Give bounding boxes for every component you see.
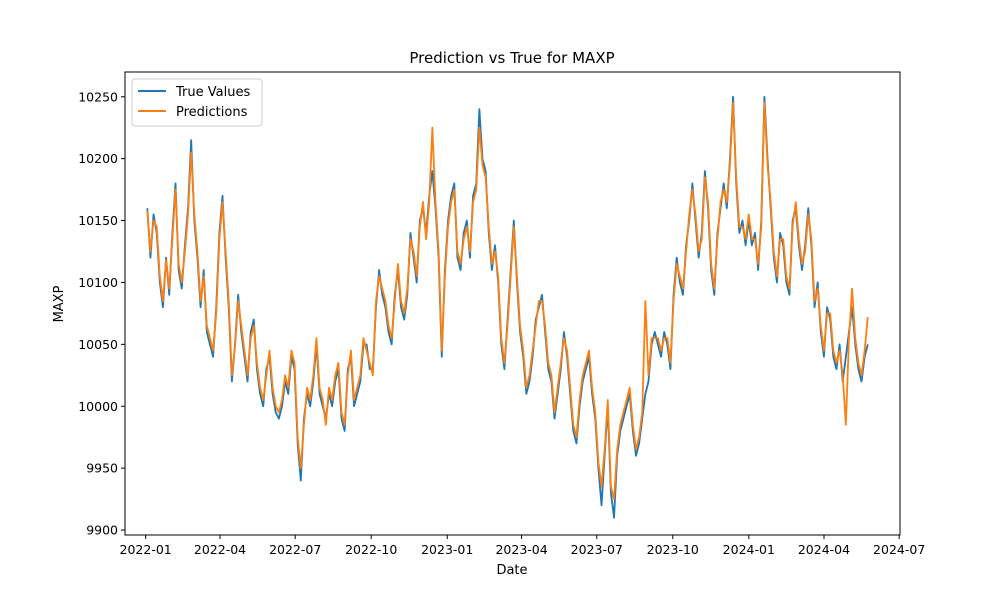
y-tick-label: 10100 (78, 275, 118, 290)
y-tick-label: 10000 (78, 399, 118, 414)
y-tick-label: 9950 (86, 461, 118, 476)
x-tick-label: 2024-04 (798, 542, 850, 557)
y-axis-title: MAXP (52, 285, 67, 322)
y-tick-label: 10050 (78, 337, 118, 352)
y-tick-label: 9900 (86, 523, 118, 538)
y-tick-label: 10250 (78, 89, 118, 104)
x-axis: 2022-01 2022-04 2022-07 2022-10 2023-01 2023-… (120, 535, 925, 557)
legend-label-predictions: Predictions (176, 105, 248, 120)
x-tick-label: 2023-04 (495, 542, 547, 557)
x-tick-label: 2022-01 (120, 542, 172, 557)
plot-frame (124, 71, 901, 536)
y-tick-label: 10200 (78, 151, 118, 166)
chart-title: Prediction vs True for MAXP (409, 49, 614, 67)
legend-label-true-values: True Values (175, 85, 250, 100)
x-tick-label: 2022-10 (345, 542, 397, 557)
x-tick-label: 2023-01 (421, 542, 473, 557)
x-tick-label: 2024-01 (723, 542, 775, 557)
legend: True Values Predictions (131, 78, 263, 127)
x-axis-title: Date (496, 563, 527, 578)
y-tick-label: 10150 (78, 213, 118, 228)
series-line-predictions (146, 102, 869, 501)
x-tick-label: 2022-04 (194, 542, 246, 557)
x-tick-label: 2024-07 (873, 542, 925, 557)
x-tick-label: 2022-07 (269, 542, 321, 557)
x-tick-label: 2023-10 (647, 542, 699, 557)
x-tick-label: 2023-07 (571, 542, 623, 557)
series-layer (146, 95, 869, 519)
y-axis: 9900 9950 10000 10050 10100 10150 10200 10250 (78, 89, 125, 538)
